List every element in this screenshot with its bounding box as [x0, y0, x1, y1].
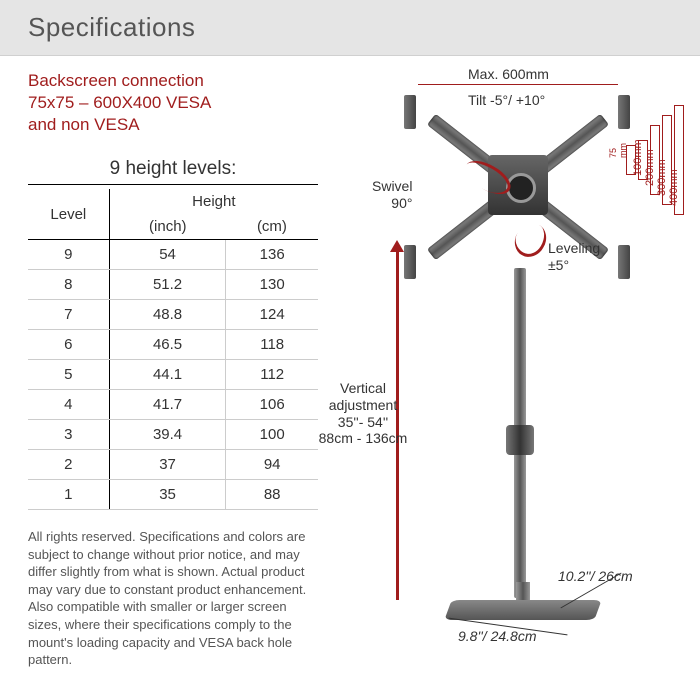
backscreen-line2: 75x75 – 600X400 VESA — [28, 93, 211, 112]
table-row: 646.5118 — [28, 330, 318, 360]
col-cm: (cm) — [226, 214, 318, 240]
pole-joint — [506, 425, 534, 455]
backscreen-line3: and non VESA — [28, 115, 140, 134]
vesa-75-label: 75 mm — [608, 143, 628, 158]
left-column: Backscreen connection 75x75 – 600X400 VE… — [28, 70, 318, 700]
table-row: 339.4100 — [28, 420, 318, 450]
table-row: 748.8124 — [28, 300, 318, 330]
col-height: Height — [109, 189, 318, 214]
table-row: 851.2130 — [28, 270, 318, 300]
content-area: Backscreen connection 75x75 – 600X400 VE… — [0, 56, 700, 700]
col-level: Level — [28, 189, 109, 240]
table-row: 13588 — [28, 480, 318, 510]
max-width-label: Max. 600mm — [468, 66, 549, 82]
width-dim-line — [418, 84, 618, 85]
table-row: 441.7106 — [28, 390, 318, 420]
swivel-label: Swivel 90° — [372, 178, 412, 212]
height-table: Level Height (inch) (cm) 954136851.21307… — [28, 189, 318, 510]
table-row: 954136 — [28, 240, 318, 270]
table-row: 23794 — [28, 450, 318, 480]
backscreen-spec: Backscreen connection 75x75 – 600X400 VE… — [28, 70, 318, 136]
vertical-label: Vertical adjustment 35''- 54'' 88cm - 13… — [308, 380, 418, 447]
vesa-400-label: 400mm — [668, 169, 680, 206]
table-body: 954136851.2130748.8124646.5118544.111244… — [28, 240, 318, 510]
backscreen-line1: Backscreen connection — [28, 71, 204, 90]
col-inch: (inch) — [109, 214, 226, 240]
disclaimer-text: All rights reserved. Specifications and … — [28, 528, 318, 668]
table-row: 544.1112 — [28, 360, 318, 390]
page-title: Specifications — [28, 12, 195, 43]
vesa-300-label: 300mm — [656, 159, 668, 196]
table-title: 9 height levels: — [28, 158, 318, 185]
base-width-label: 9.8''/ 24.8cm — [458, 628, 537, 645]
base-depth-label: 10.2''/ 26cm — [558, 568, 633, 585]
leveling-label: Leveling ±5° — [548, 240, 600, 274]
vesa-200-label: 200mm — [644, 149, 656, 186]
vesa-100-label: 100mm — [632, 139, 644, 176]
header-bar: Specifications — [0, 0, 700, 56]
mount-diagram: Max. 600mm Tilt -5°/ +10° Swivel 90° Lev… — [348, 70, 680, 700]
diagram-column: Max. 600mm Tilt -5°/ +10° Swivel 90° Lev… — [318, 70, 680, 700]
